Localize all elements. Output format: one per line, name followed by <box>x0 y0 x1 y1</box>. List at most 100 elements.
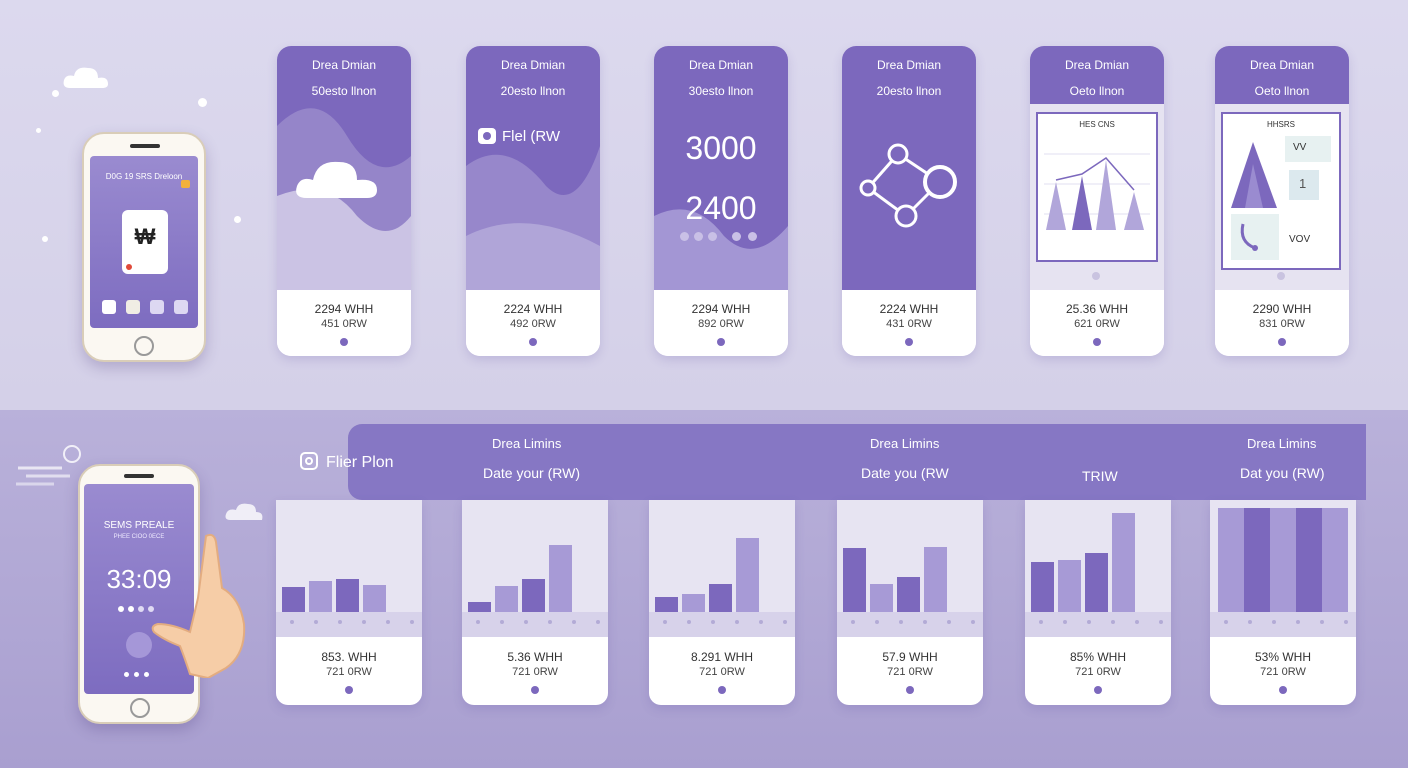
card-header-band <box>1215 46 1349 104</box>
bottom-card-3[interactable]: 8.291 WHH 721 0RW <box>649 500 795 705</box>
axis-tick <box>711 620 715 624</box>
card-value: 2294 WHH <box>691 302 751 316</box>
bar-chart <box>276 500 422 637</box>
chart-bar[interactable] <box>1085 552 1108 612</box>
pager-dot[interactable] <box>718 686 726 694</box>
bottom-card-1[interactable]: 853. WHH 721 0RW <box>276 500 422 705</box>
chart-bar[interactable] <box>843 548 866 612</box>
card-title: Drea Dmian <box>500 58 566 72</box>
top-card-5[interactable]: Drea Dmian Oeto llnon HES CNS 25.36 WHH … <box>1030 46 1164 356</box>
axis-tick <box>362 620 366 624</box>
top-card-4[interactable]: Drea Dmian 20esto llnon 2224 WHH 431 0RW <box>842 46 976 356</box>
bottom-card-6[interactable]: 53% WHH 721 0RW <box>1210 500 1356 705</box>
card-secondary: 831 0RW <box>1259 318 1305 330</box>
pager-dot[interactable] <box>905 338 913 346</box>
bottom-card-4[interactable]: 57.9 WHH 721 0RW <box>837 500 983 705</box>
top-card-2[interactable]: Drea Dmian 20esto llnon Flel (RW 2224 WH… <box>466 46 600 356</box>
home-button[interactable] <box>130 698 150 718</box>
bottom-phone: SEMS PREALE PHEE CIOO 0ECE 33:09 <box>78 464 200 724</box>
card-value: 853. WHH <box>321 650 377 664</box>
chart-bar[interactable] <box>682 594 705 612</box>
axis-tick <box>1063 620 1067 624</box>
home-button[interactable] <box>134 336 154 356</box>
flier-plan-label[interactable]: Flier Plon <box>326 454 394 471</box>
top-card-6[interactable]: Drea Dmian Oeto llnon HHSRS VV 1 VOV 229… <box>1215 46 1349 356</box>
card-secondary: 721 0RW <box>1260 666 1306 678</box>
chart-bar[interactable] <box>870 583 893 612</box>
top-card-1[interactable]: Drea Dmian 50esto llnon 2294 WHH 451 0RW <box>277 46 411 356</box>
chart-bar[interactable] <box>736 537 759 612</box>
top-card-3[interactable]: Drea Dmian 30esto llnon 3000 2400 2294 W… <box>654 46 788 356</box>
notification-badge <box>181 180 190 188</box>
chart-bar[interactable] <box>1031 562 1054 612</box>
card-footer: 2224 WHH 431 0RW <box>842 290 976 356</box>
pager-dot[interactable] <box>529 338 537 346</box>
lock-time: 33:09 <box>106 564 172 594</box>
pager-dot[interactable] <box>531 686 539 694</box>
bottom-card-2[interactable]: 5.36 WHH 721 0RW <box>462 500 608 705</box>
chart-bar[interactable] <box>1112 513 1135 612</box>
pager-dot[interactable] <box>906 686 914 694</box>
currency-symbol: ₩ <box>134 224 156 249</box>
chart-bar[interactable] <box>709 583 732 612</box>
chart-bar[interactable] <box>363 585 386 612</box>
phone-icon[interactable] <box>102 300 116 314</box>
bottom-card-5[interactable]: 85% WHH 721 0RW <box>1025 500 1171 705</box>
pager-dot[interactable] <box>1094 686 1102 694</box>
axis-tick <box>314 620 318 624</box>
pager-dot[interactable] <box>717 338 725 346</box>
phone-widget[interactable]: ₩ <box>122 210 168 274</box>
pager-dot <box>1092 272 1100 280</box>
chart-bar[interactable] <box>549 545 572 612</box>
card-secondary: 721 0RW <box>699 666 745 678</box>
card-value: 5.36 WHH <box>507 650 563 664</box>
axis-tick <box>875 620 879 624</box>
chart-bar[interactable] <box>924 547 947 612</box>
chart-bar[interactable] <box>1244 508 1270 612</box>
unlock-button[interactable] <box>126 632 152 658</box>
axis-tick <box>1039 620 1043 624</box>
chart-bar[interactable] <box>897 577 920 612</box>
pager-dot[interactable] <box>345 686 353 694</box>
card-secondary: 621 0RW <box>1074 318 1120 330</box>
chart-bar[interactable] <box>309 580 332 612</box>
chart-bar[interactable] <box>1218 508 1244 612</box>
pager-dot[interactable] <box>1278 338 1286 346</box>
pager-dot[interactable] <box>1093 338 1101 346</box>
chart-bar[interactable] <box>468 602 491 612</box>
chart-bar[interactable] <box>495 586 518 612</box>
card-value: 25.36 WHH <box>1065 302 1129 316</box>
phone-screen: D0G 19 SRS Dreloon ₩ <box>90 156 198 328</box>
card-value: 85% WHH <box>1069 650 1126 664</box>
axis-tick <box>735 620 739 624</box>
app-icon[interactable] <box>174 300 188 314</box>
card-value: 2290 WHH <box>1252 302 1312 316</box>
card-footer: 25.36 WHH 621 0RW <box>1030 290 1164 356</box>
mini-stat-b: 1 <box>1299 176 1307 191</box>
axis-tick <box>1111 620 1115 624</box>
decor-dot <box>42 236 48 242</box>
chart-bar[interactable] <box>336 579 359 612</box>
decor-dot <box>52 90 59 97</box>
big-number: 3000 <box>685 130 757 166</box>
card-badge-label: Flel (RW <box>502 128 561 145</box>
chart-bar[interactable] <box>1322 508 1348 612</box>
chart-bar[interactable] <box>522 578 545 612</box>
app-icon[interactable] <box>150 300 164 314</box>
pager-dot[interactable] <box>1279 686 1287 694</box>
mini-stat-c: VOV <box>1289 234 1311 245</box>
card-subtitle: 30esto llnon <box>688 84 754 98</box>
chart-bar[interactable] <box>282 587 305 612</box>
chart-bar[interactable] <box>1296 508 1322 612</box>
chart-bar[interactable] <box>655 597 678 612</box>
chart-bar[interactable] <box>1058 560 1081 612</box>
app-icon[interactable] <box>126 300 140 314</box>
pager-dot[interactable] <box>340 338 348 346</box>
card-art: Drea Dmian 30esto llnon 3000 2400 <box>654 46 788 290</box>
instagram-icon[interactable] <box>300 452 318 470</box>
phone-speaker <box>130 144 160 148</box>
card-title: Drea Dmian <box>688 58 754 72</box>
card-value: 2224 WHH <box>503 302 563 316</box>
chart-bar[interactable] <box>1270 508 1296 612</box>
card-subtitle: Oeto llnon <box>1069 84 1125 98</box>
